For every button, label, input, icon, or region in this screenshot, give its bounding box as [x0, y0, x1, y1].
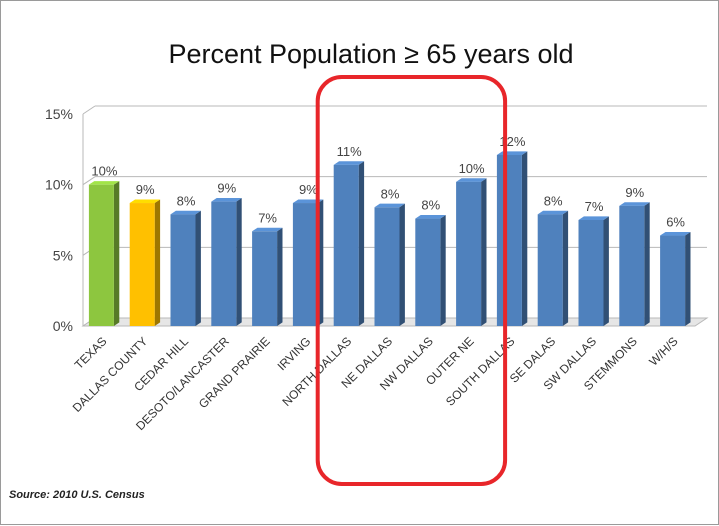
data-label: 11%	[337, 144, 362, 159]
bar-stemmons	[619, 202, 650, 326]
data-label: 10%	[91, 164, 117, 179]
bar-cedar-hill	[170, 210, 201, 326]
bar-desoto-lancaster	[211, 198, 242, 326]
x-category-label: GRAND PRAIRIE	[196, 334, 273, 411]
x-category-label: DALLAS COUNTY	[70, 334, 151, 415]
bars	[88, 151, 691, 326]
data-label: 7%	[585, 199, 604, 214]
data-label: 8%	[381, 186, 400, 201]
bar-dallas-county	[129, 199, 161, 326]
bar-texas	[88, 181, 120, 326]
bar-outer-ne	[456, 178, 487, 326]
bar-se-dalas	[537, 210, 569, 326]
bar-south-dallas	[496, 151, 528, 326]
x-category-label: W/H/S	[646, 334, 680, 368]
y-tick-label: 5%	[53, 247, 73, 263]
data-label: 9%	[299, 182, 318, 197]
data-label: 8%	[544, 193, 563, 208]
bar-ne-dallas	[374, 203, 405, 326]
data-labels: 10%9%8%9%7%9%11%8%8%10%12%8% 7%9%6%	[91, 134, 685, 230]
data-label: 10%	[459, 161, 485, 176]
chart-title: Percent Population ≥ 65 years old	[168, 39, 573, 69]
bar-nw-dallas	[415, 214, 446, 326]
bar-north-dallas	[333, 161, 365, 326]
data-label: 8%	[421, 198, 440, 213]
data-label: 9%	[217, 181, 236, 196]
data-label: 9%	[136, 182, 155, 197]
data-label: 7%	[258, 210, 277, 225]
x-category-label: TEXAS	[72, 334, 110, 372]
data-label: 9%	[625, 185, 644, 200]
y-tick-label: 15%	[45, 106, 73, 122]
data-label: 8%	[177, 193, 196, 208]
x-category-label: IRVING	[275, 334, 314, 373]
y-tick-label: 0%	[53, 318, 73, 334]
data-label: 6%	[666, 215, 685, 230]
y-tick-label: 10%	[45, 177, 73, 193]
bar-irving	[292, 199, 324, 326]
bar-w-h-s	[660, 231, 691, 326]
bar-grand-prairie	[252, 227, 283, 326]
bar-sw-dallas	[578, 216, 609, 326]
source-note: Source: 2010 U.S. Census	[9, 489, 145, 501]
y-axis-ticks: 0% 5% 10% 15%	[45, 106, 73, 334]
highlight-box	[315, 75, 508, 486]
